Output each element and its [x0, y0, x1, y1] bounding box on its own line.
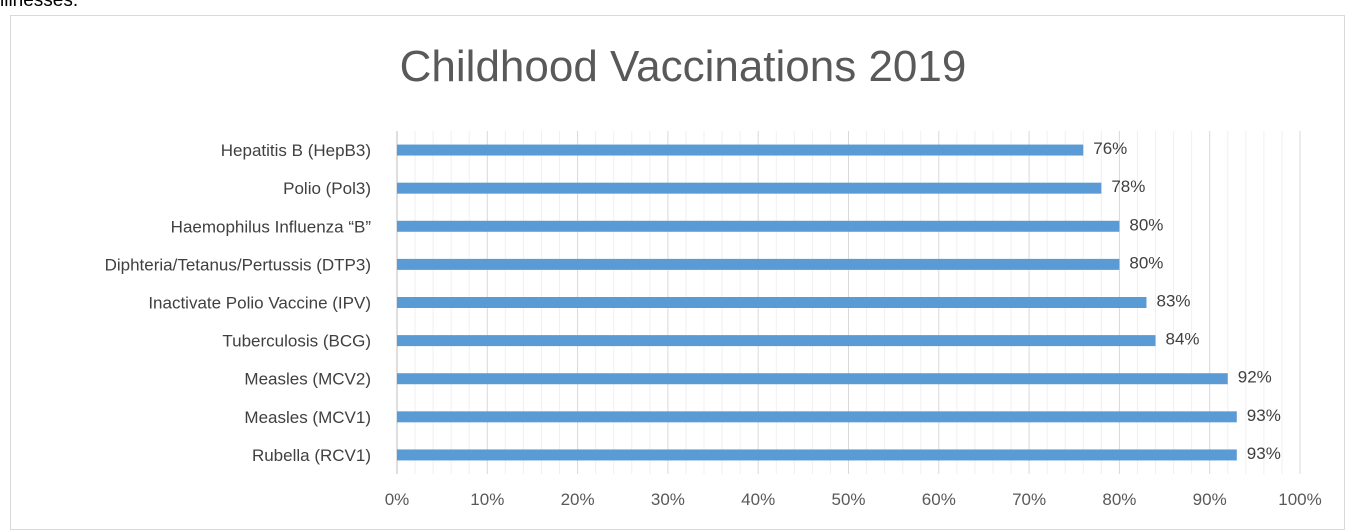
bar [397, 449, 1237, 461]
data-label: 80% [1129, 215, 1163, 234]
x-tick-label: 30% [651, 490, 685, 509]
bar [397, 144, 1084, 156]
chart-area [10, 15, 1345, 530]
category-label: Haemophilus Influenza “B” [171, 217, 372, 236]
bar [397, 335, 1156, 347]
clipped-body-text: illnesses. [0, 0, 79, 11]
x-tick-label: 60% [922, 490, 956, 509]
data-label: 93% [1247, 444, 1281, 463]
data-label: 92% [1238, 368, 1272, 387]
category-label: Measles (MCV1) [244, 408, 371, 427]
bar [397, 373, 1228, 385]
x-tick-label: 50% [831, 490, 865, 509]
category-label: Polio (Pol3) [283, 179, 371, 198]
x-tick-label: 0% [385, 490, 410, 509]
bar [397, 220, 1120, 232]
bar [397, 258, 1120, 270]
x-tick-label: 10% [470, 490, 504, 509]
x-tick-label: 40% [741, 490, 775, 509]
category-label: Hepatitis B (HepB3) [221, 141, 371, 160]
data-label: 83% [1156, 292, 1190, 311]
x-tick-label: 90% [1193, 490, 1227, 509]
data-label: 76% [1093, 139, 1127, 158]
x-tick-label: 80% [1102, 490, 1136, 509]
data-label: 80% [1129, 253, 1163, 272]
category-label: Measles (MCV2) [244, 370, 371, 389]
chart-title: Childhood Vaccinations 2019 [399, 42, 967, 91]
data-label: 78% [1111, 177, 1145, 196]
bar [397, 411, 1237, 423]
data-label: 84% [1166, 330, 1200, 349]
x-tick-label: 100% [1278, 490, 1321, 509]
bar [397, 182, 1102, 194]
category-label: Inactivate Polio Vaccine (IPV) [148, 294, 371, 313]
category-label: Tuberculosis (BCG) [222, 332, 371, 351]
x-tick-label: 70% [1012, 490, 1046, 509]
category-label: Rubella (RCV1) [252, 446, 371, 465]
category-label: Diphteria/Tetanus/Pertussis (DTP3) [105, 255, 371, 274]
x-tick-label: 20% [561, 490, 595, 509]
data-label: 93% [1247, 406, 1281, 425]
bar [397, 297, 1147, 308]
